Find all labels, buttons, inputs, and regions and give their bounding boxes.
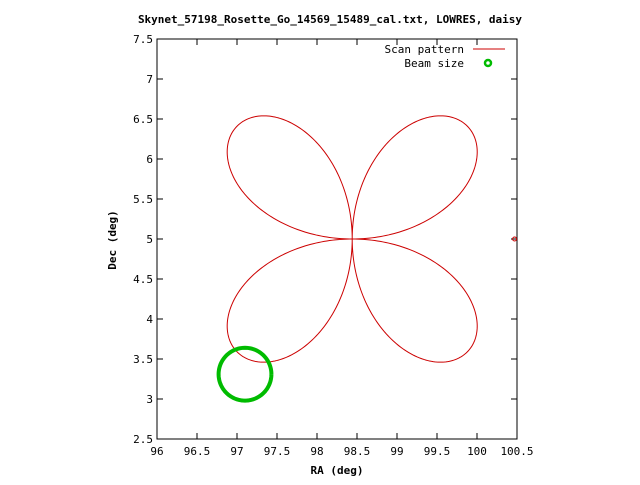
- y-tick-label: 7: [146, 73, 153, 86]
- series-layer: [216, 115, 518, 403]
- y-tick-label: 5: [146, 233, 153, 246]
- x-tick-label: 96: [150, 445, 163, 458]
- y-tick-label: 3: [146, 393, 153, 406]
- x-tick-label: 97.5: [264, 445, 291, 458]
- plot-frame: [156, 38, 518, 440]
- legend-swatch-beam-size: [483, 58, 493, 68]
- y-tick-label: 3.5: [133, 353, 153, 366]
- x-tick-label: 97: [230, 445, 243, 458]
- x-tick-label: 96.5: [184, 445, 211, 458]
- scan-pattern-endpoint: [512, 236, 518, 242]
- legend-label-beam-size: Beam size: [404, 57, 464, 70]
- x-tick-label: 98.5: [344, 445, 371, 458]
- x-axis-label: RA (deg): [311, 464, 364, 477]
- y-tick-label: 4: [146, 313, 153, 326]
- x-tick-label: 100.5: [500, 445, 533, 458]
- beam-size-circle: [216, 345, 274, 403]
- x-tick-label: 99: [390, 445, 403, 458]
- y-tick-label: 6: [146, 153, 153, 166]
- legend-label-scan-pattern: Scan pattern: [385, 43, 464, 56]
- x-tick-label: 99.5: [424, 445, 451, 458]
- y-tick-label: 5.5: [133, 193, 153, 206]
- x-tick-label: 98: [310, 445, 323, 458]
- y-tick-label: 6.5: [133, 113, 153, 126]
- y-axis-label: Dec (deg): [106, 210, 119, 270]
- x-axis: 96 96.5 97 97.5 98 98.5 99 99.5 100 100.5: [150, 39, 534, 458]
- y-tick-label: 7.5: [133, 33, 153, 46]
- y-tick-label: 2.5: [133, 433, 153, 446]
- x-tick-label: 100: [467, 445, 487, 458]
- scan-pattern-line: [226, 115, 478, 363]
- y-axis: 2.5 3 3.5 4 4.5 5 5.5 6 6.5 7 7.5: [133, 33, 517, 446]
- chart-title: Skynet_57198_Rosette_Go_14569_15489_cal.…: [138, 13, 522, 26]
- y-tick-label: 4.5: [133, 273, 153, 286]
